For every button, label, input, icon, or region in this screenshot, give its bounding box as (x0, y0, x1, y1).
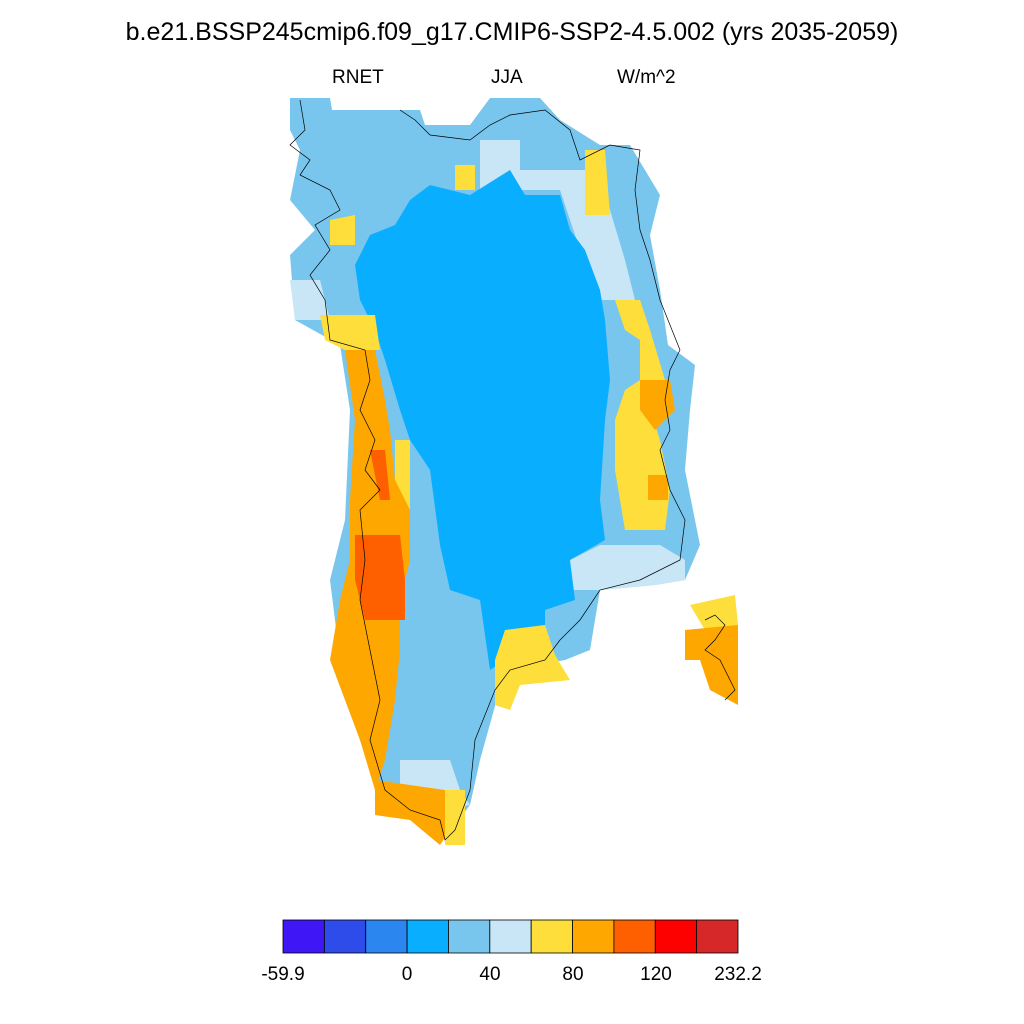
pale-band-southeast (570, 545, 685, 590)
colorbar-label-80: 80 (562, 964, 583, 985)
colorbar-box-2 (365, 919, 408, 954)
south-tip-warm (445, 790, 465, 845)
colorbar-labels: -59.9 0 40 80 120 232.2 (261, 964, 761, 985)
map-shading (290, 98, 738, 845)
southeast-warm (495, 625, 570, 710)
colorbar-label-max: 232.2 (714, 964, 762, 985)
colorbar-box-6 (530, 919, 573, 954)
colorbar-box-4 (448, 919, 491, 954)
colorbar-box-8 (613, 919, 656, 954)
colorbar-box-9 (654, 919, 698, 954)
colorbar-box-0 (282, 919, 325, 954)
coastline-main (289, 99, 686, 841)
colorbar-label-40: 40 (479, 964, 500, 985)
pale-band-northwest (290, 280, 330, 320)
season-label: JJA (491, 67, 523, 88)
south-tip-hot (375, 780, 450, 845)
variable-label: RNET (332, 67, 384, 88)
island-hot (685, 625, 738, 705)
interior-ice (355, 170, 610, 670)
coastline (289, 99, 736, 841)
colorbar-box-7 (572, 919, 615, 954)
colorbar-box-3 (406, 919, 449, 954)
colorbar-box-5 (489, 919, 532, 954)
west-coast-hotter (370, 450, 390, 500)
colorbar-boxes (282, 919, 739, 954)
colorbar-label-min: -59.9 (261, 964, 304, 985)
coastline-island (704, 614, 736, 701)
west-coast-hotter-2 (355, 535, 405, 620)
units-label: W/m^2 (617, 67, 676, 88)
colorbar-label-120: 120 (640, 964, 672, 985)
colorbar-label-0: 0 (402, 964, 413, 985)
east-coast-warm (615, 300, 670, 530)
colorbar-box-1 (323, 919, 367, 954)
north-warm (455, 165, 475, 190)
colorbar-box-10 (696, 919, 739, 954)
island-warm (690, 595, 738, 630)
west-coast-warm (330, 215, 355, 245)
plot-title: b.e21.BSSP245cmip6.f09_g17.CMIP6-SSP2-4.… (125, 18, 899, 46)
east-coast-hot-2 (648, 475, 668, 500)
northeast-warm (585, 150, 610, 215)
